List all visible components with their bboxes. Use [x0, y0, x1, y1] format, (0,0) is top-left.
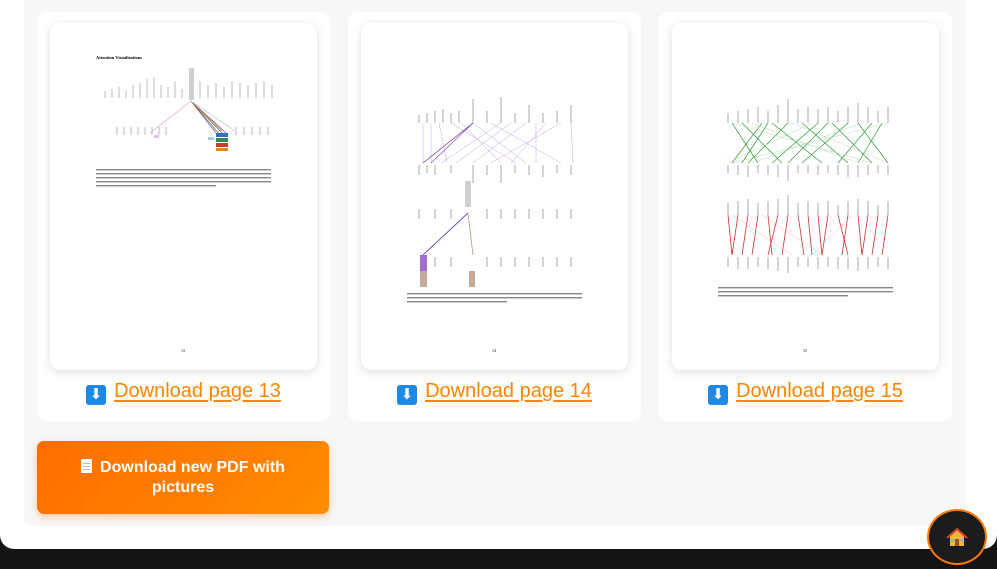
download-arrow-icon: ⬇ [708, 385, 729, 405]
download-page-14-label: Download page 14 [425, 380, 592, 402]
results-panel: Attention Visualizations [24, 0, 966, 526]
house-icon [946, 528, 968, 546]
page-thumbnail-14: 14 [361, 23, 628, 370]
download-page-14-link[interactable]: ⬇ Download page 14 [348, 380, 641, 405]
page-card-13: Attention Visualizations [37, 12, 330, 421]
page-thumbnail-15: 15 [672, 23, 939, 370]
download-new-pdf-label: Download new PDF with pictures [100, 458, 285, 496]
document-icon [81, 458, 93, 473]
download-page-15-link[interactable]: ⬇ Download page 15 [659, 380, 952, 405]
download-page-13-link[interactable]: ⬇ Download page 13 [37, 380, 330, 405]
thumb-page-number: 14 [492, 348, 496, 353]
thumb-page-number: 15 [803, 348, 807, 353]
page-card-14: 14 ⬇ Download page 14 [348, 12, 641, 421]
download-page-13-label: Download page 13 [114, 380, 281, 402]
download-arrow-icon: ⬇ [86, 385, 107, 405]
download-page-15-label: Download page 15 [736, 380, 903, 402]
download-new-pdf-button[interactable]: Download new PDF with pictures [37, 441, 329, 514]
thumb-page-number: 13 [181, 348, 185, 353]
page-card-15: 15 ⬇ Download page 15 [659, 12, 952, 421]
page-thumbnail-13: Attention Visualizations [50, 23, 317, 370]
app-canvas: Attention Visualizations [0, 0, 997, 549]
thumb-page-title: Attention Visualizations [96, 55, 142, 60]
home-button[interactable] [927, 509, 987, 565]
download-arrow-icon: ⬇ [397, 385, 418, 405]
